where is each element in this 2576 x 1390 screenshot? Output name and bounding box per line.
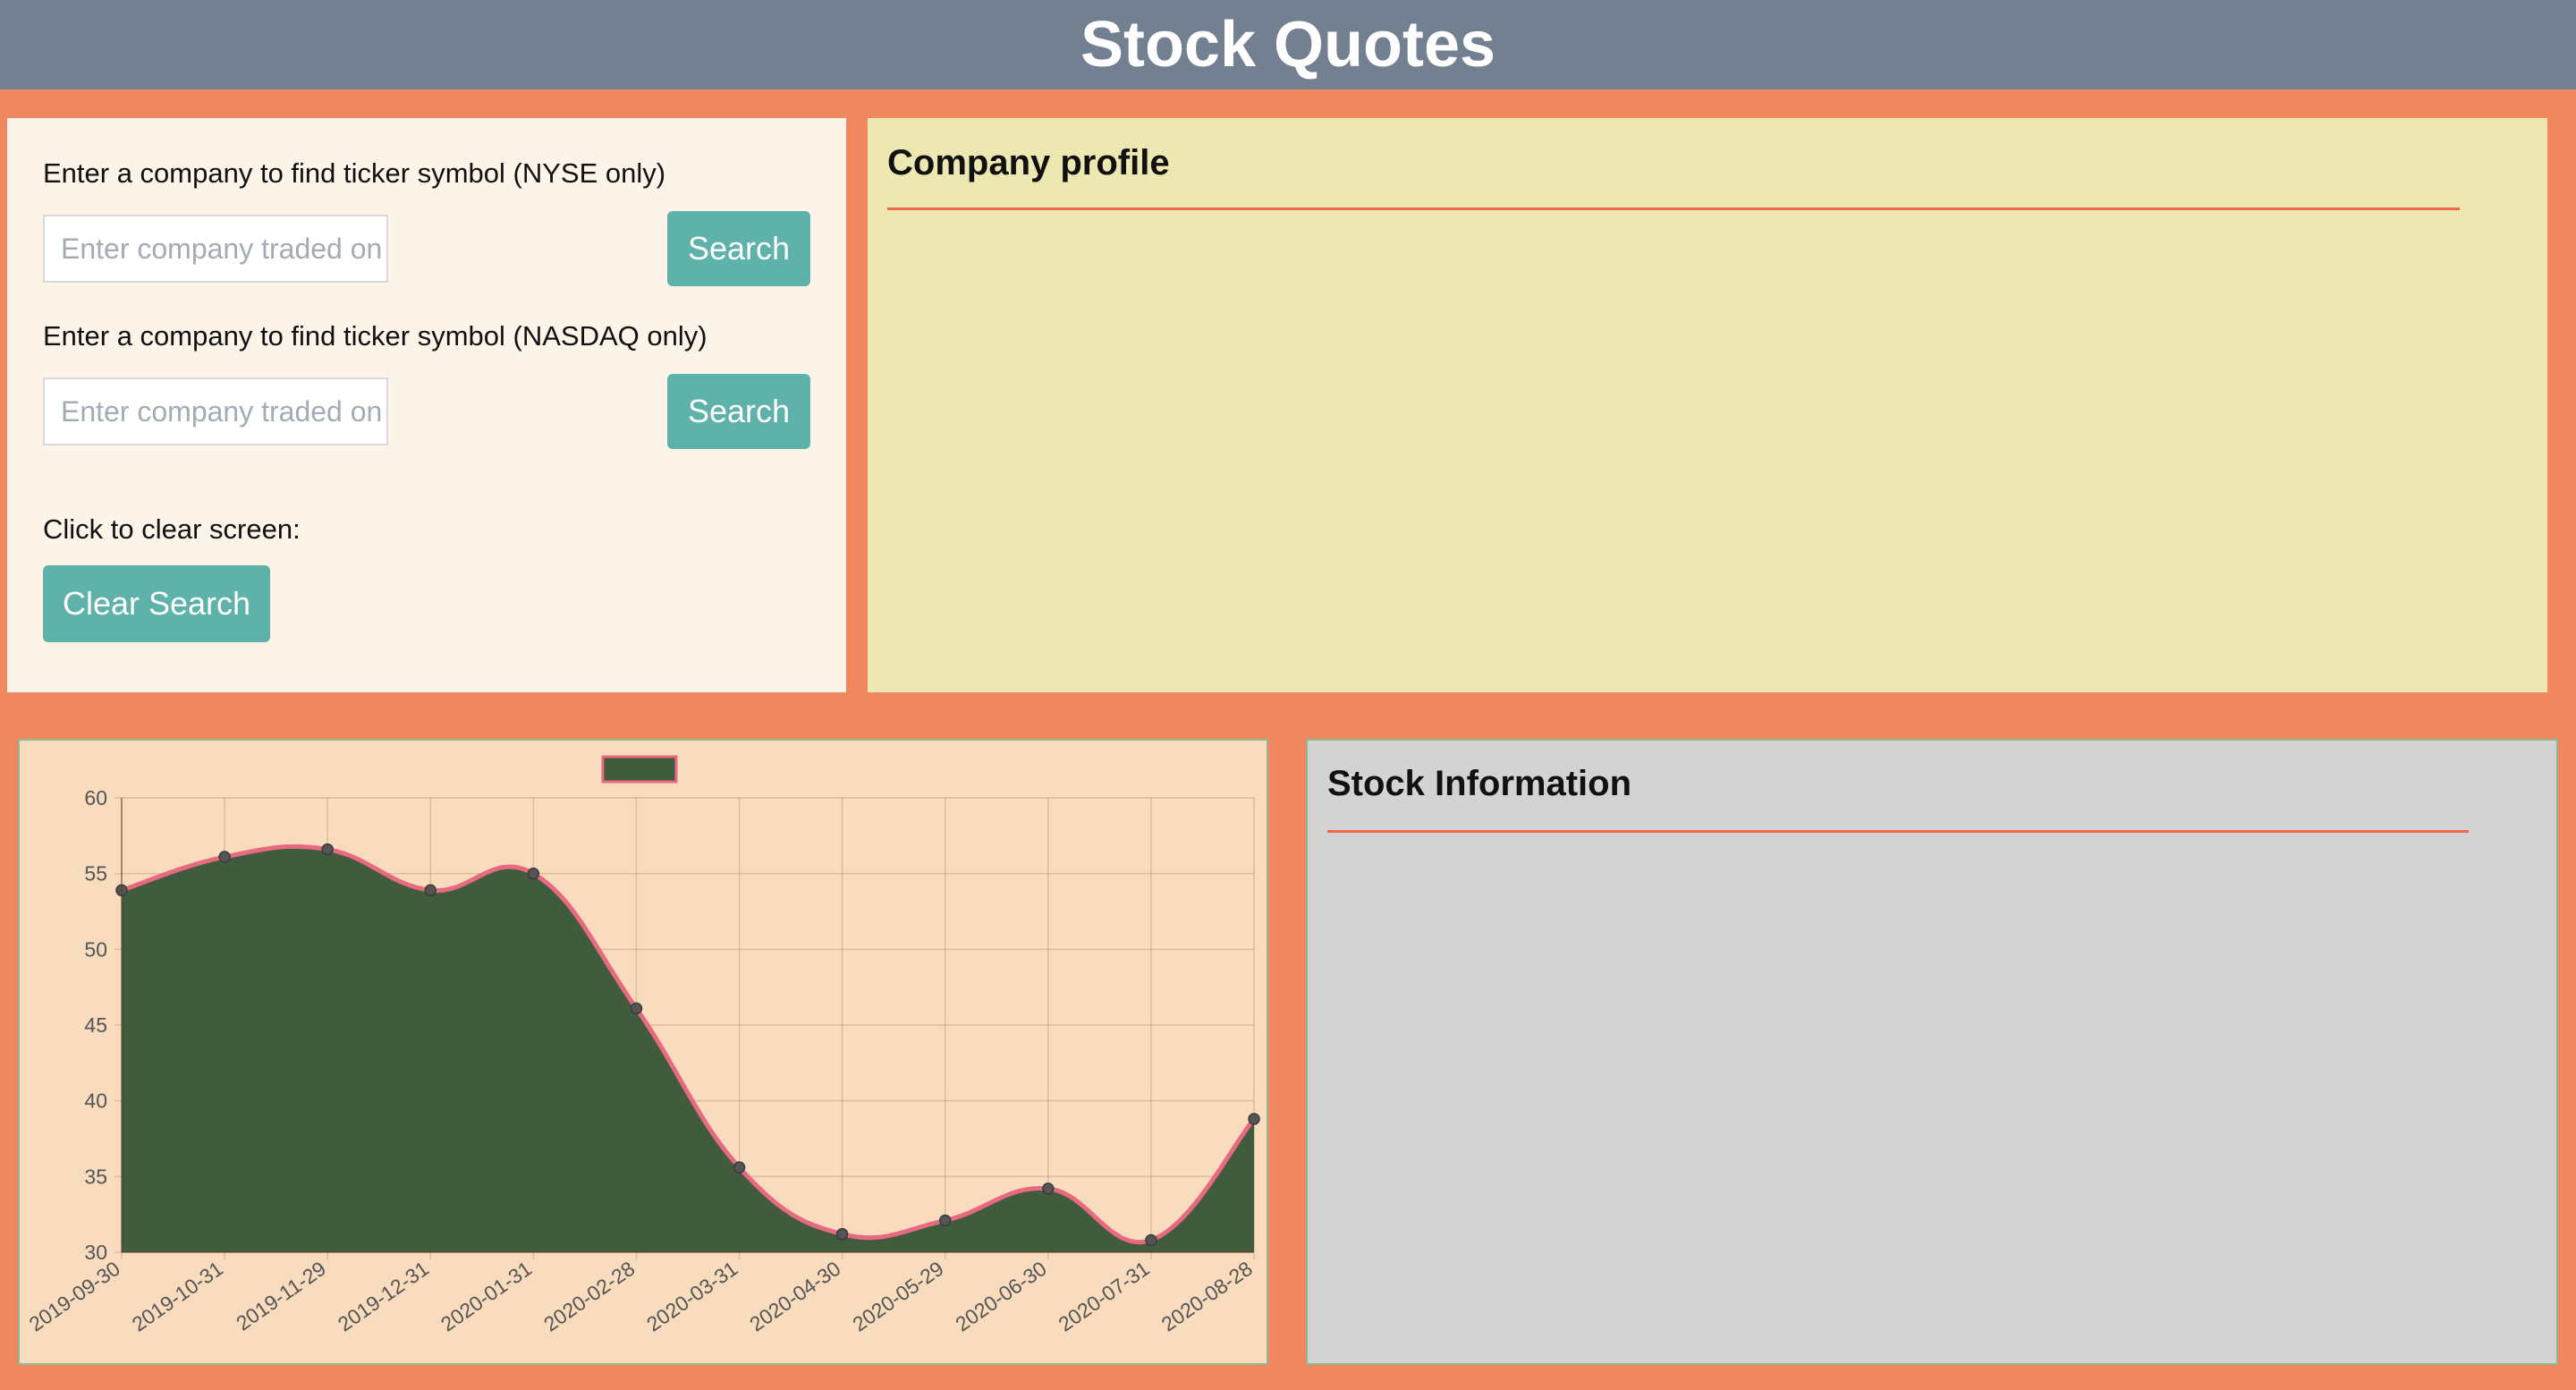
nasdaq-search-input[interactable] bbox=[43, 377, 388, 445]
page-title: Stock Quotes bbox=[1080, 9, 1496, 81]
clear-screen-label: Click to clear screen: bbox=[43, 513, 301, 545]
data-point bbox=[424, 884, 437, 897]
data-point bbox=[115, 884, 128, 897]
data-point bbox=[321, 843, 334, 856]
x-tick-label: 2020-06-30 bbox=[951, 1257, 1050, 1336]
data-point bbox=[835, 1227, 849, 1241]
x-tick-label: 2020-02-28 bbox=[539, 1257, 639, 1336]
stock-information-panel: Stock Information bbox=[1306, 739, 2558, 1365]
data-point bbox=[527, 867, 540, 880]
stock-chart-panel: 30 35 40 45 50 55 60 2019-09-30 2019-10-31 2019-1… bbox=[18, 739, 1268, 1365]
data-point bbox=[1042, 1182, 1055, 1195]
company-profile-title: Company profile bbox=[887, 143, 1170, 182]
y-tick-label: 40 bbox=[84, 1089, 107, 1113]
x-tick-label: 2020-08-28 bbox=[1157, 1257, 1257, 1336]
x-tick-label: 2020-07-31 bbox=[1054, 1257, 1153, 1336]
x-tick-label: 2020-03-31 bbox=[642, 1257, 741, 1336]
legend-swatch bbox=[601, 755, 678, 784]
data-point bbox=[938, 1214, 952, 1227]
x-tick-label: 2019-12-31 bbox=[334, 1257, 433, 1336]
search-panel: Enter a company to find ticker symbol (N… bbox=[7, 118, 846, 692]
data-point bbox=[1145, 1233, 1157, 1247]
x-tick-label: 2019-11-29 bbox=[232, 1257, 330, 1335]
nyse-search-button[interactable]: Search bbox=[667, 211, 810, 286]
y-tick-label: 45 bbox=[84, 1013, 107, 1037]
nyse-search-input[interactable] bbox=[43, 215, 388, 283]
y-tick-label: 35 bbox=[84, 1165, 107, 1188]
nasdaq-search-button[interactable]: Search bbox=[667, 374, 810, 449]
stock-information-divider bbox=[1327, 830, 2469, 833]
series-area bbox=[122, 846, 1254, 1252]
data-point bbox=[630, 1002, 643, 1015]
x-tick-label: 2020-04-30 bbox=[745, 1257, 844, 1336]
data-point bbox=[1248, 1113, 1260, 1125]
data-point bbox=[733, 1161, 746, 1174]
company-profile-divider bbox=[887, 208, 2460, 210]
x-tick-label: 2020-05-29 bbox=[848, 1257, 947, 1336]
y-tick-label: 30 bbox=[84, 1241, 107, 1264]
clear-search-button[interactable]: Clear Search bbox=[43, 565, 270, 642]
data-point bbox=[218, 851, 231, 863]
x-tick-label: 2019-09-30 bbox=[25, 1257, 124, 1336]
nyse-search-label: Enter a company to find ticker symbol (N… bbox=[43, 157, 666, 189]
y-tick-label: 55 bbox=[84, 862, 107, 886]
nasdaq-search-label: Enter a company to find ticker symbol (N… bbox=[43, 320, 708, 352]
company-profile-panel: Company profile bbox=[868, 118, 2547, 692]
header-bar: Stock Quotes bbox=[0, 0, 2576, 89]
stock-information-title: Stock Information bbox=[1327, 764, 1632, 803]
x-tick-label: 2019-10-31 bbox=[128, 1257, 227, 1336]
y-tick-label: 50 bbox=[84, 937, 107, 961]
y-tick-label: 60 bbox=[84, 786, 107, 809]
x-tick-label: 2020-01-31 bbox=[436, 1257, 536, 1336]
